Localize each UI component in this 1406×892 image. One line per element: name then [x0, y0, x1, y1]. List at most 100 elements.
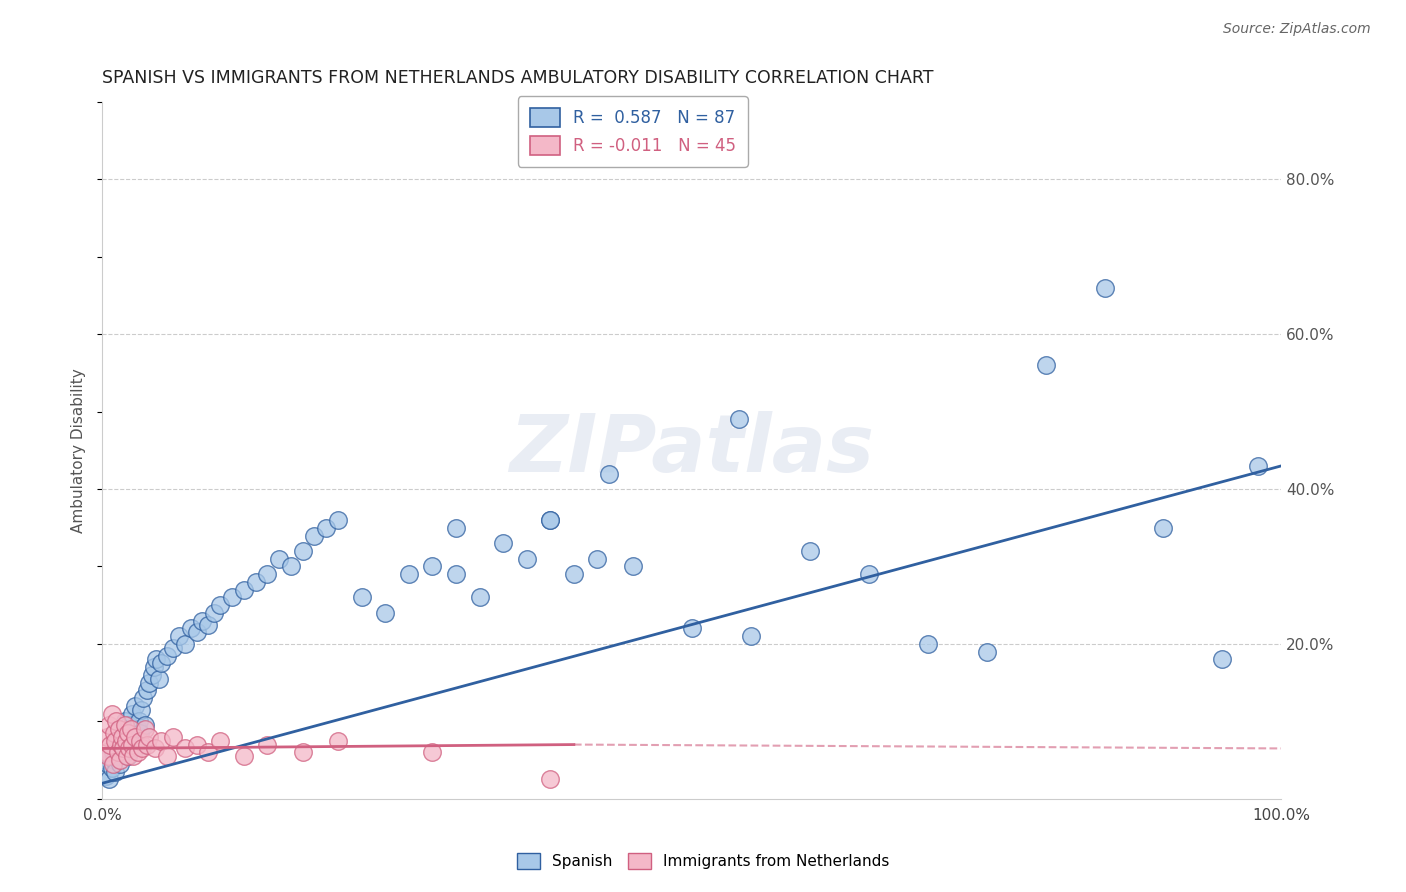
Point — [134, 718, 156, 732]
Point — [315, 521, 337, 535]
Point — [202, 606, 225, 620]
Point — [98, 718, 121, 732]
Point — [125, 733, 148, 747]
Point — [191, 614, 214, 628]
Point — [141, 668, 163, 682]
Y-axis label: Ambulatory Disability: Ambulatory Disability — [72, 368, 86, 533]
Point — [598, 467, 620, 481]
Text: ZIPatlas: ZIPatlas — [509, 411, 875, 490]
Point — [129, 733, 152, 747]
Point — [209, 598, 232, 612]
Point — [180, 622, 202, 636]
Point — [110, 738, 132, 752]
Point — [105, 738, 128, 752]
Point — [516, 551, 538, 566]
Point — [122, 741, 145, 756]
Point — [562, 567, 585, 582]
Point — [538, 513, 561, 527]
Point — [291, 544, 314, 558]
Point — [143, 660, 166, 674]
Point — [197, 617, 219, 632]
Point — [115, 726, 138, 740]
Point — [122, 730, 145, 744]
Text: Source: ZipAtlas.com: Source: ZipAtlas.com — [1223, 22, 1371, 37]
Point — [150, 657, 173, 671]
Point — [127, 722, 149, 736]
Point — [156, 749, 179, 764]
Point — [114, 745, 136, 759]
Point — [134, 722, 156, 736]
Point — [136, 683, 159, 698]
Point — [121, 738, 143, 752]
Point — [256, 567, 278, 582]
Point — [167, 629, 190, 643]
Point — [96, 730, 118, 744]
Point — [118, 718, 141, 732]
Point — [422, 559, 444, 574]
Point — [120, 722, 142, 736]
Point — [586, 551, 609, 566]
Point — [186, 625, 208, 640]
Point — [103, 726, 125, 740]
Point — [108, 753, 131, 767]
Point — [97, 756, 120, 771]
Point — [100, 706, 122, 721]
Point — [128, 714, 150, 729]
Point — [209, 733, 232, 747]
Point — [621, 559, 644, 574]
Point — [267, 551, 290, 566]
Point — [107, 749, 129, 764]
Point — [138, 675, 160, 690]
Point — [304, 528, 326, 542]
Point — [94, 745, 117, 759]
Text: SPANISH VS IMMIGRANTS FROM NETHERLANDS AMBULATORY DISABILITY CORRELATION CHART: SPANISH VS IMMIGRANTS FROM NETHERLANDS A… — [103, 69, 934, 87]
Point — [118, 741, 141, 756]
Point — [117, 749, 139, 764]
Point — [398, 567, 420, 582]
Point — [107, 722, 129, 736]
Point — [105, 714, 128, 729]
Point — [150, 733, 173, 747]
Point — [107, 745, 129, 759]
Point — [858, 567, 880, 582]
Point — [173, 741, 195, 756]
Point — [538, 513, 561, 527]
Point — [221, 591, 243, 605]
Point — [976, 645, 998, 659]
Point — [1153, 521, 1175, 535]
Point — [129, 703, 152, 717]
Point — [799, 544, 821, 558]
Point — [444, 521, 467, 535]
Point — [103, 753, 125, 767]
Point — [162, 730, 184, 744]
Point — [256, 738, 278, 752]
Point — [117, 726, 139, 740]
Point — [97, 749, 120, 764]
Point — [148, 672, 170, 686]
Point — [121, 706, 143, 721]
Point — [98, 772, 121, 787]
Point — [145, 652, 167, 666]
Point — [280, 559, 302, 574]
Point — [728, 412, 751, 426]
Point — [100, 761, 122, 775]
Point — [100, 749, 122, 764]
Point — [156, 648, 179, 663]
Point — [112, 741, 135, 756]
Point — [107, 730, 129, 744]
Point — [112, 733, 135, 747]
Point — [326, 733, 349, 747]
Point — [94, 768, 117, 782]
Point — [538, 772, 561, 787]
Point — [197, 745, 219, 759]
Point — [101, 756, 124, 771]
Point — [100, 738, 122, 752]
Point — [740, 629, 762, 643]
Point — [101, 745, 124, 759]
Point — [132, 691, 155, 706]
Point — [111, 722, 134, 736]
Point — [108, 756, 131, 771]
Point — [120, 738, 142, 752]
Point — [104, 733, 127, 747]
Point — [468, 591, 491, 605]
